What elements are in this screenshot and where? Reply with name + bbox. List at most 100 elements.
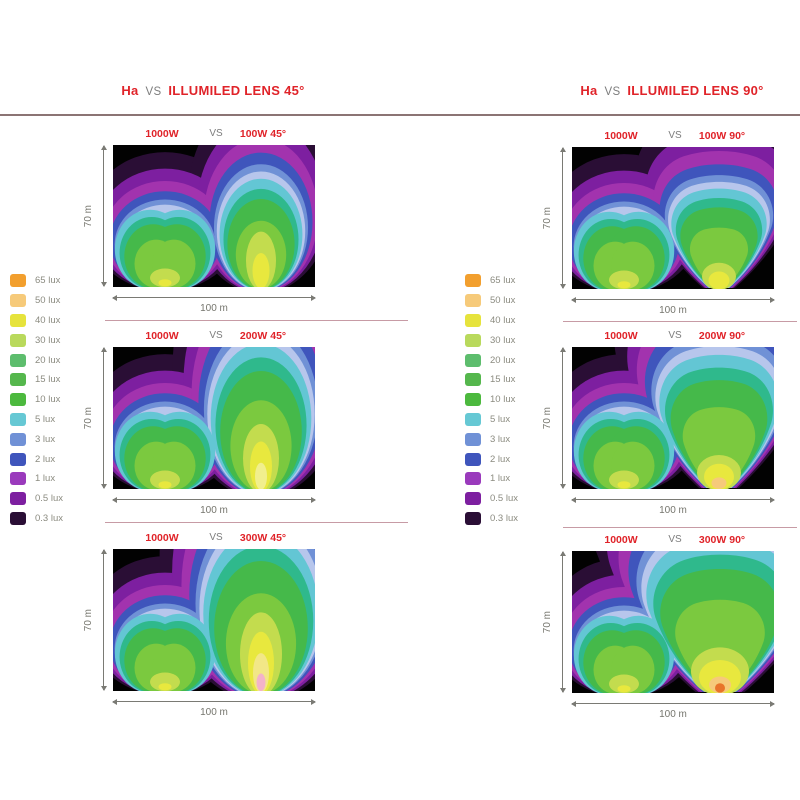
left-lamp-label: 1000W xyxy=(145,532,179,544)
legend-swatch xyxy=(465,452,481,466)
legend-item: 0.5 lux xyxy=(465,489,575,509)
legend-swatch xyxy=(10,472,26,486)
width-extent-arrow xyxy=(571,296,775,303)
legend-item: 40 lux xyxy=(465,311,575,331)
legend-label: 10 lux xyxy=(490,394,516,406)
legend-swatch xyxy=(465,393,481,407)
legend-item: 30 lux xyxy=(465,330,575,350)
legend-item: 2 lux xyxy=(10,449,120,469)
legend-item: 3 lux xyxy=(465,429,575,449)
x-extent-label: 100 m xyxy=(659,305,687,316)
height-extent-arrow xyxy=(559,347,566,489)
legend-label: 50 lux xyxy=(35,295,61,307)
legend-label: 20 lux xyxy=(35,354,61,366)
width-extent-arrow xyxy=(112,496,316,503)
right-lamp-label: 100W 45° xyxy=(239,128,287,140)
vs-label: VS xyxy=(604,86,621,98)
legend-label: 50 lux xyxy=(490,295,516,307)
legend-label: 5 lux xyxy=(35,413,56,425)
product-name-label: ILLUMILED LENS xyxy=(168,83,281,98)
y-extent-label: 70 m xyxy=(82,608,94,632)
heatmap-45-100w xyxy=(113,145,315,287)
vs-label: VS xyxy=(209,330,223,341)
legend-item: 5 lux xyxy=(10,410,120,430)
x-extent-label: 100 m xyxy=(659,709,687,720)
row-separator xyxy=(105,522,408,523)
legend-swatch xyxy=(10,353,26,367)
legend-label: 65 lux xyxy=(490,275,516,287)
y-extent-label: 70 m xyxy=(82,204,94,228)
width-extent-arrow xyxy=(112,698,316,705)
height-extent-arrow xyxy=(559,147,566,289)
beam-angle-label: 90° xyxy=(743,83,764,98)
right-lamp-label: 200W 45° xyxy=(239,330,287,342)
y-extent-label: 70 m xyxy=(82,406,94,430)
vs-label: VS xyxy=(668,534,682,545)
vs-label: VS xyxy=(145,86,162,98)
panel-90-100w: 1000W VS 100W 90° 70 m 100 m xyxy=(542,130,775,316)
panel-subtitle: 1000W VS 100W 90° xyxy=(572,130,774,144)
legend-item: 50 lux xyxy=(465,291,575,311)
heatmap-90-300w xyxy=(572,551,774,693)
legend-item: 15 lux xyxy=(465,370,575,390)
panel-90-200w: 1000W VS 200W 90° 70 m 100 m xyxy=(542,330,775,516)
legend-swatch xyxy=(10,333,26,347)
legend-item: 50 lux xyxy=(10,291,120,311)
legend-item: 20 lux xyxy=(10,350,120,370)
legend-swatch xyxy=(10,294,26,308)
legend-label: 0.3 lux xyxy=(35,512,63,524)
height-extent-arrow xyxy=(100,549,107,691)
legend-swatch xyxy=(465,511,481,525)
row-separator xyxy=(563,527,797,528)
legend-swatch xyxy=(465,294,481,308)
heatmap-90-100w xyxy=(572,147,774,289)
vs-label: VS xyxy=(668,330,682,341)
legend-swatch xyxy=(10,511,26,525)
legend-swatch xyxy=(465,373,481,387)
legend-label: 1 lux xyxy=(490,473,511,485)
legend-label: 5 lux xyxy=(490,413,511,425)
legend-item: 0.3 lux xyxy=(10,509,120,529)
legend-swatch xyxy=(10,492,26,506)
legend-label: 0.5 lux xyxy=(490,493,518,505)
x-extent-label: 100 m xyxy=(200,505,228,516)
left-lamp-label: 1000W xyxy=(604,534,638,546)
right-lamp-label: 100W 90° xyxy=(698,130,746,142)
legend-swatch xyxy=(465,333,481,347)
legend-label: 10 lux xyxy=(35,394,61,406)
lux-legend-right: 65 lux 50 lux 40 lux 30 lux 20 lux 15 lux 10 l… xyxy=(465,271,575,528)
left-lamp-label: 1000W xyxy=(604,330,638,342)
legend-label: 0.3 lux xyxy=(490,512,518,524)
legend-item: 65 lux xyxy=(465,271,575,291)
heatmap-45-300w xyxy=(113,549,315,691)
legend-item: 10 lux xyxy=(10,390,120,410)
legend-item: 15 lux xyxy=(10,370,120,390)
legend-item: 5 lux xyxy=(465,410,575,430)
legend-item: 3 lux xyxy=(10,429,120,449)
legend-swatch xyxy=(10,432,26,446)
x-extent-label: 100 m xyxy=(659,505,687,516)
legend-swatch xyxy=(465,313,481,327)
product-name-label: ILLUMILED LENS xyxy=(627,83,740,98)
right-lamp-label: 300W 45° xyxy=(239,532,287,544)
panel-45-100w: 1000W VS 100W 45° 70 m 100 m xyxy=(83,128,316,314)
legend-item: 1 lux xyxy=(465,469,575,489)
heatmap-45-200w xyxy=(113,347,315,489)
legend-label: 2 lux xyxy=(35,453,56,465)
panel-subtitle: 1000W VS 200W 45° xyxy=(113,330,315,344)
legend-swatch xyxy=(465,432,481,446)
legend-item: 1 lux xyxy=(10,469,120,489)
y-extent-label: 70 m xyxy=(541,610,553,634)
legend-swatch xyxy=(465,412,481,426)
legend-label: 30 lux xyxy=(35,334,61,346)
legend-swatch xyxy=(465,472,481,486)
vs-label: VS xyxy=(209,532,223,543)
legend-item: 0.3 lux xyxy=(465,509,575,529)
legend-swatch xyxy=(465,492,481,506)
vs-label: VS xyxy=(668,130,682,141)
height-extent-arrow xyxy=(100,347,107,489)
panel-subtitle: 1000W VS 300W 45° xyxy=(113,532,315,546)
legend-swatch xyxy=(10,274,26,288)
legend-label: 3 lux xyxy=(35,433,56,445)
brand-halogen-label: Ha xyxy=(121,83,139,98)
